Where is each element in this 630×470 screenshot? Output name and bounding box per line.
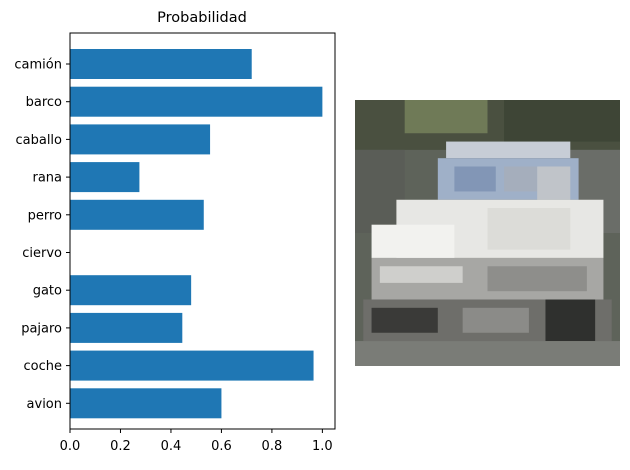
- bar-6: [70, 275, 192, 306]
- x-tick-label: 1.0: [312, 439, 333, 454]
- y-tick-label: caballo: [15, 133, 62, 148]
- bar-9: [70, 388, 222, 419]
- bar-0: [70, 49, 252, 79]
- bars-group: [70, 49, 323, 419]
- y-tick-label: coche: [24, 359, 63, 374]
- car-image: [355, 100, 620, 366]
- x-tick-label: 0.0: [60, 439, 81, 454]
- y-tick-label: perro: [28, 208, 62, 223]
- bar-1: [70, 86, 323, 117]
- x-tick-label: 0.4: [161, 439, 182, 454]
- y-tick-label: barco: [26, 95, 62, 110]
- x-tick-label: 0.2: [110, 439, 131, 454]
- bar-3: [70, 162, 140, 193]
- car-photo-thumbnail: [355, 100, 620, 366]
- y-tick-labels: camión barco caballo rana perro ciervo gato paj…: [14, 58, 70, 412]
- y-tick-label: gato: [33, 284, 62, 299]
- y-tick-label: ciervo: [22, 246, 62, 261]
- bar-chart: Probabilidad camión barco caballo rana perro…: [14, 10, 336, 454]
- chart-title: Probabilidad: [157, 10, 247, 26]
- y-tick-label: avion: [27, 397, 62, 412]
- x-tick-label: 0.6: [211, 439, 232, 454]
- bar-7: [70, 312, 183, 343]
- y-tick-label: camión: [14, 58, 62, 73]
- y-tick-label: rana: [32, 171, 62, 186]
- x-tick-label: 0.8: [262, 439, 283, 454]
- plot-frame: [69, 32, 336, 430]
- y-tick-label: pajaro: [21, 321, 62, 336]
- bar-4: [70, 199, 204, 230]
- bar-8: [70, 350, 314, 381]
- x-tick-labels: 0.0 0.2 0.4 0.6 0.8 1.0: [60, 429, 333, 454]
- bar-2: [70, 124, 211, 155]
